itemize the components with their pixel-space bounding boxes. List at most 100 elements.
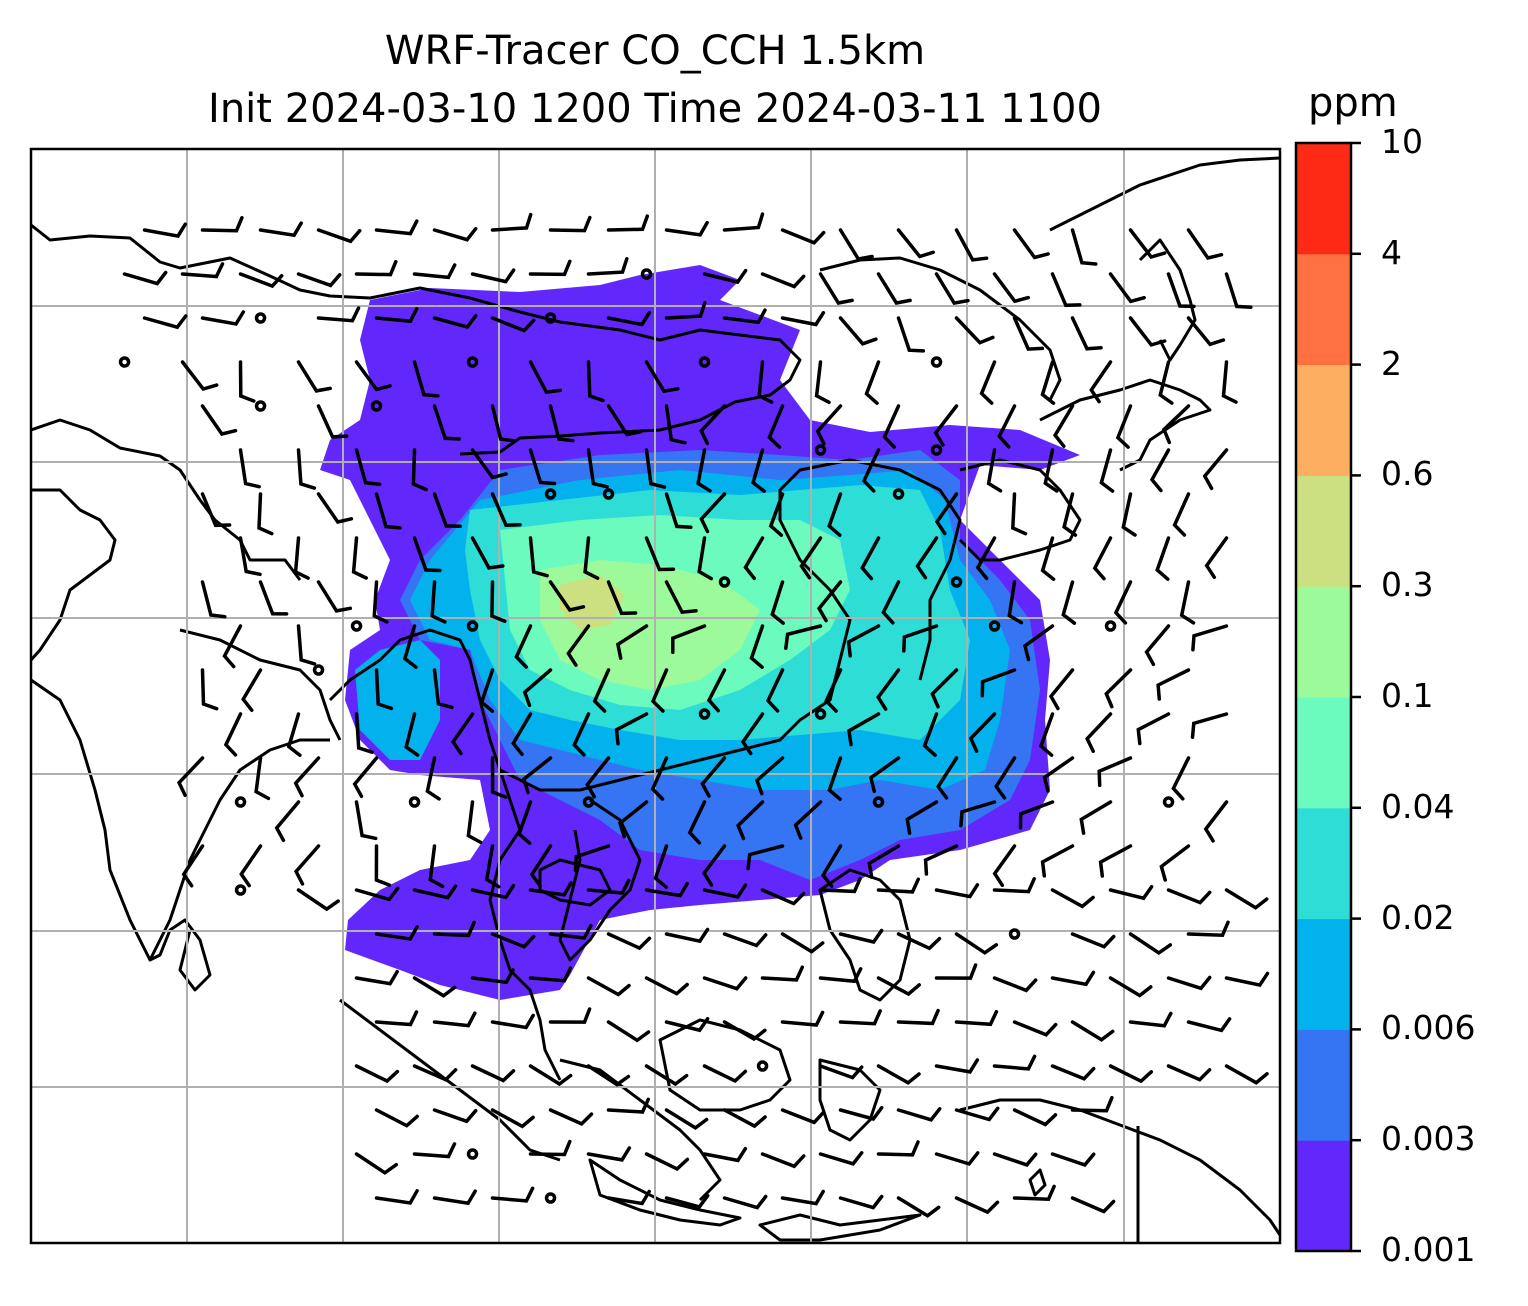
calm-wind-marker bbox=[988, 620, 1001, 632]
calm-wind-marker bbox=[408, 796, 421, 808]
wind-barb bbox=[664, 492, 693, 530]
wind-barb bbox=[354, 1064, 400, 1084]
wind-barb bbox=[992, 844, 1017, 888]
wind-barb bbox=[896, 1107, 942, 1122]
wind-barb bbox=[1089, 360, 1113, 404]
wind-barb bbox=[470, 268, 516, 284]
wind-barb bbox=[354, 448, 382, 486]
wind-barb bbox=[838, 1009, 882, 1026]
wind-barb bbox=[1108, 976, 1153, 998]
wind-barb bbox=[722, 308, 767, 325]
wind-barb bbox=[881, 580, 901, 625]
wind-barb bbox=[1079, 800, 1113, 835]
wind-barb bbox=[671, 624, 707, 654]
tracer-field bbox=[320, 265, 1080, 1000]
wind-barb bbox=[432, 1189, 477, 1206]
wind-barb bbox=[606, 1189, 651, 1206]
wind-barb bbox=[861, 448, 881, 493]
wind-barb bbox=[470, 1064, 516, 1083]
wind-barb bbox=[1099, 448, 1115, 493]
calm-wind-marker bbox=[1008, 928, 1021, 940]
calm-wind-marker bbox=[544, 1192, 557, 1204]
wind-barb bbox=[954, 932, 999, 955]
colorbar-tick-label: 10 bbox=[1381, 122, 1423, 161]
wind-barb bbox=[664, 404, 687, 445]
wind-barb bbox=[934, 1058, 980, 1074]
wind-barb bbox=[490, 1108, 535, 1129]
colorbar-segment bbox=[1296, 475, 1351, 587]
colorbar-segment bbox=[1296, 1029, 1351, 1141]
wind-barb bbox=[432, 1108, 478, 1124]
wind-barb bbox=[860, 536, 881, 581]
wind-barb bbox=[1128, 932, 1173, 956]
calm-wind-marker bbox=[1104, 620, 1117, 632]
wind-barb bbox=[402, 624, 418, 669]
wind-barb bbox=[239, 844, 263, 888]
wind-barb bbox=[816, 580, 843, 623]
wind-barb bbox=[586, 1146, 632, 1162]
wind-barb bbox=[470, 448, 508, 480]
wind-barb bbox=[606, 580, 638, 616]
wind-barb bbox=[238, 272, 284, 289]
wind-barb bbox=[1104, 668, 1133, 709]
wind-barb bbox=[1070, 316, 1103, 351]
wind-barb bbox=[1186, 316, 1226, 347]
wind-barb bbox=[1203, 800, 1229, 843]
colorbar-tick-label: 0.02 bbox=[1381, 897, 1455, 937]
wind-barb bbox=[490, 580, 507, 624]
colorbar-tick-label: 0.3 bbox=[1381, 565, 1434, 605]
wind-barb bbox=[653, 844, 669, 889]
wind-barb bbox=[743, 536, 765, 581]
wind-barb bbox=[412, 1142, 457, 1159]
wind-barb bbox=[1052, 404, 1075, 448]
wind-barb bbox=[374, 1010, 419, 1027]
wind-barb bbox=[425, 756, 441, 801]
wind-barb bbox=[354, 360, 392, 392]
colorbar-tick-label: 0.001 bbox=[1381, 1230, 1476, 1269]
wind-barb bbox=[296, 272, 342, 288]
wind-barb bbox=[882, 404, 901, 449]
wind-barb bbox=[697, 536, 714, 581]
wind-barb bbox=[466, 800, 483, 845]
calm-wind-marker bbox=[718, 576, 731, 588]
wind-barb bbox=[933, 404, 959, 447]
wind-barb bbox=[760, 965, 805, 982]
wind-barb bbox=[706, 668, 727, 713]
wind-barb bbox=[238, 536, 262, 577]
wind-barb bbox=[1190, 712, 1229, 739]
wind-barb bbox=[650, 756, 669, 801]
wind-barb bbox=[980, 668, 1017, 698]
wind-barb bbox=[1166, 888, 1212, 905]
wind-barb bbox=[490, 404, 517, 443]
wind-barb bbox=[354, 259, 398, 277]
wind-barb bbox=[1042, 756, 1075, 793]
wind-barb bbox=[979, 360, 997, 405]
calm-wind-marker bbox=[1162, 796, 1175, 808]
wind-barb bbox=[1115, 404, 1133, 449]
colorbar-segment bbox=[1296, 143, 1351, 255]
wind-barb bbox=[1040, 536, 1056, 581]
wind-barb bbox=[954, 316, 995, 345]
wind-barb bbox=[1012, 1184, 1056, 1201]
wind-barb bbox=[566, 624, 591, 667]
wind-barb bbox=[412, 976, 457, 998]
wind-barb bbox=[749, 624, 765, 669]
wind-barb bbox=[615, 624, 649, 660]
wind-barb bbox=[1043, 448, 1059, 493]
wind-barb bbox=[780, 1189, 825, 1206]
wind-barb bbox=[200, 310, 246, 326]
wind-barb bbox=[1202, 448, 1229, 491]
wind-barb bbox=[1144, 624, 1171, 667]
colorbar-frame bbox=[1294, 141, 1353, 1253]
wind-barb bbox=[1012, 1020, 1058, 1037]
calm-wind-marker bbox=[234, 884, 247, 896]
wind-barb bbox=[876, 668, 901, 711]
wind-barb bbox=[586, 878, 631, 895]
wind-barb bbox=[902, 624, 939, 653]
wind-barb bbox=[470, 883, 516, 900]
wind-barb bbox=[827, 492, 843, 537]
wind-barb bbox=[818, 876, 862, 894]
wind-barb bbox=[412, 884, 458, 900]
wind-barb bbox=[644, 536, 676, 572]
wind-barb bbox=[432, 314, 478, 330]
